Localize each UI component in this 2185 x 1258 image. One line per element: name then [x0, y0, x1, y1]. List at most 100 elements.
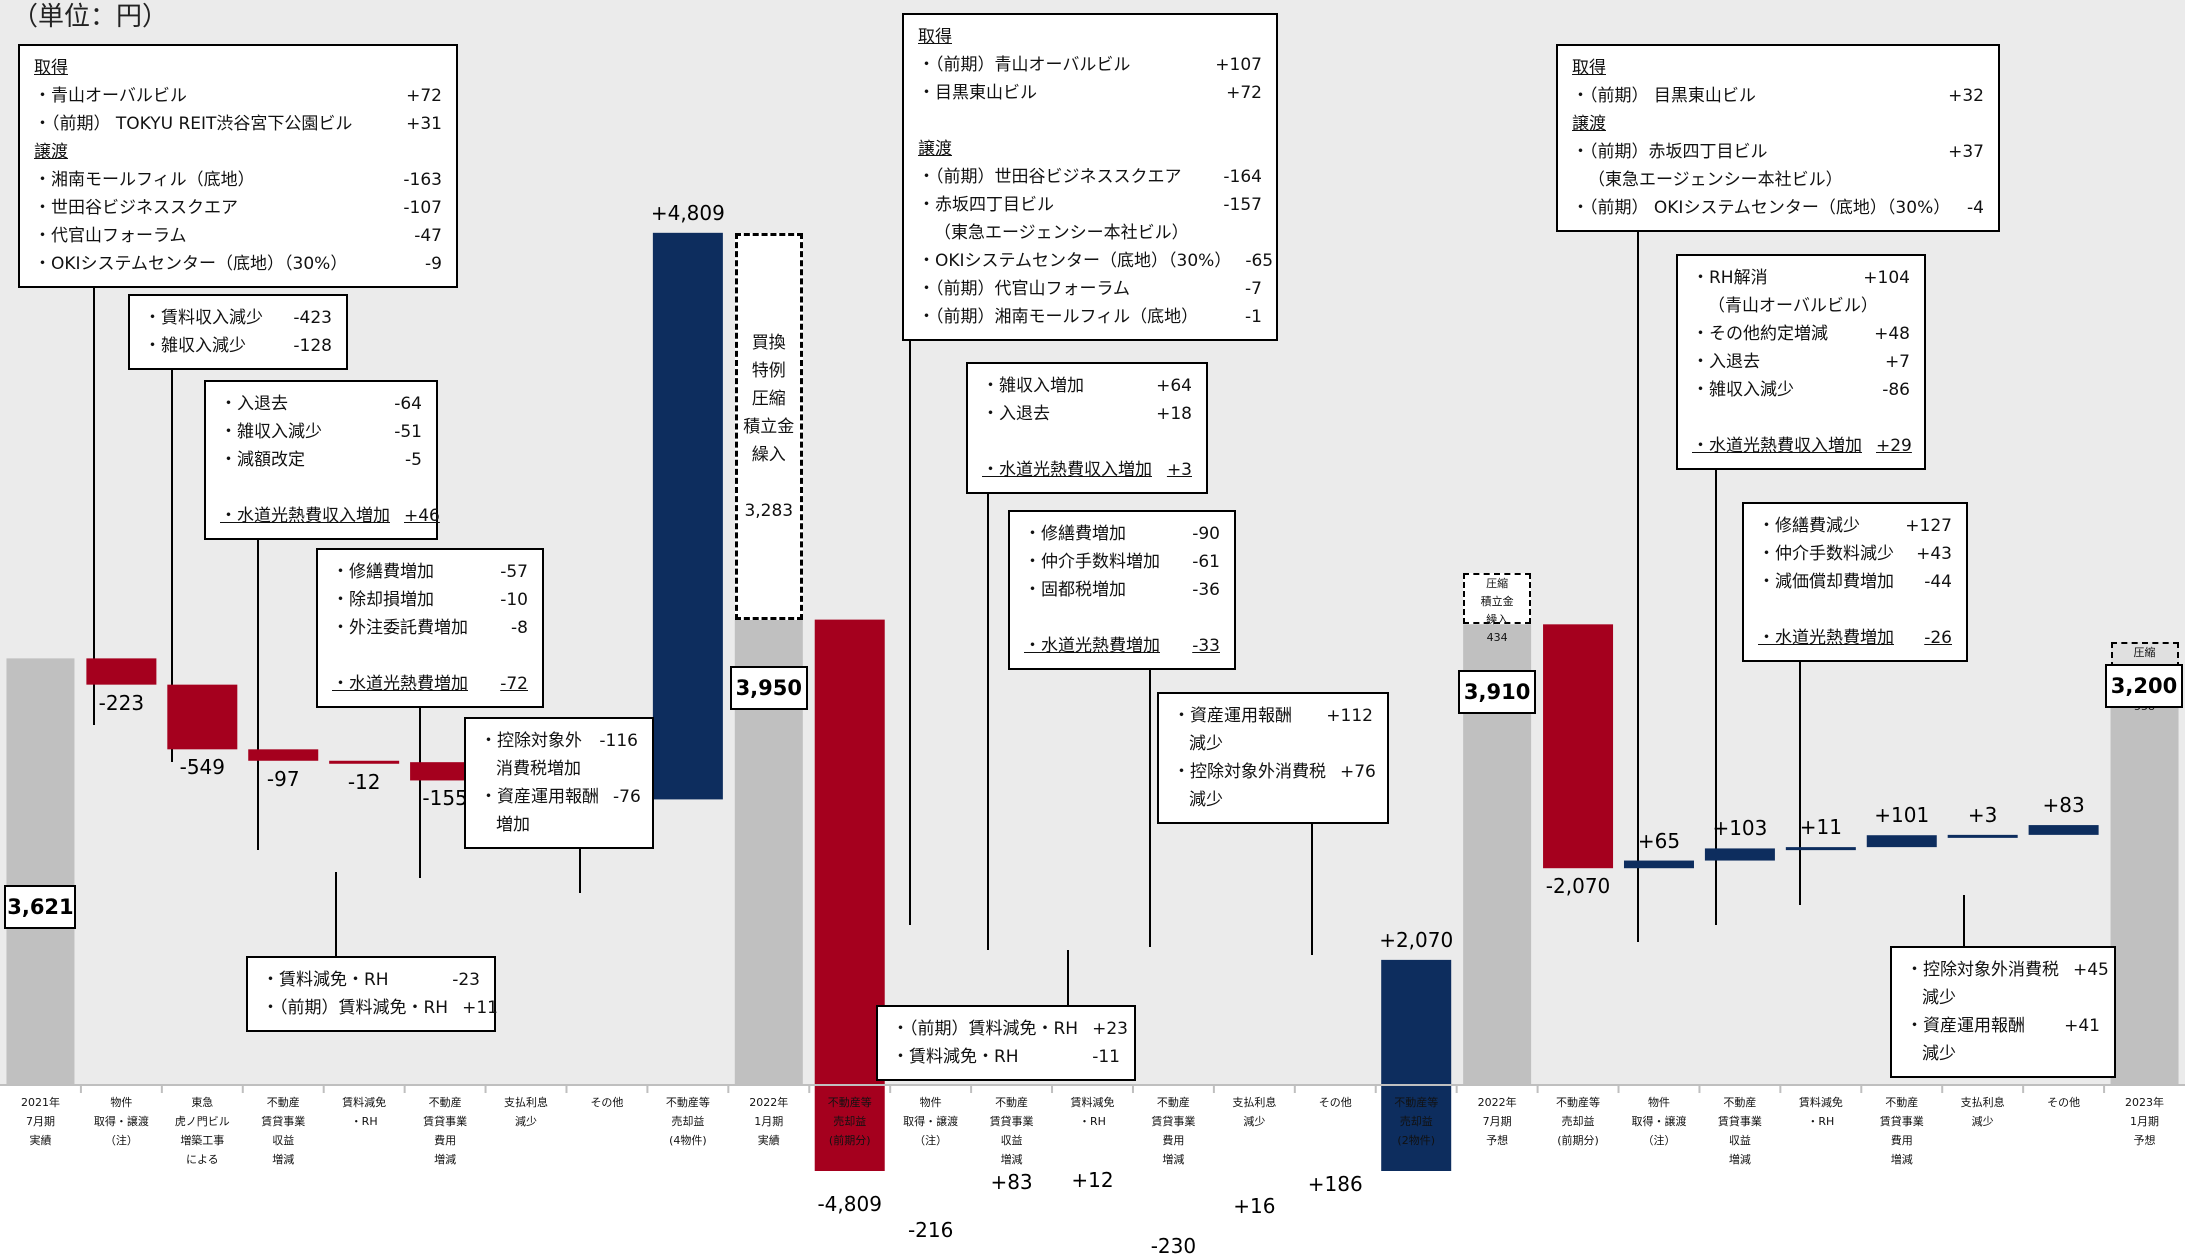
x-tick-line: 実績 — [757, 1134, 780, 1147]
x-tick-line: 費用 — [434, 1134, 457, 1147]
annotation-item: （東急エージェンシー本社ビル） — [1588, 170, 1843, 190]
annotation-item: ・雑収入減少 — [220, 422, 322, 442]
annotation-value: -61 — [1192, 552, 1220, 572]
value-label-24: +3 — [1967, 802, 1998, 827]
annotation-box-a9: ・修繕費増加 -90 ・仲介手数料増加 -61 ・固都税増加 -36 ・水道光熱費増加 -3… — [1008, 510, 1236, 670]
annotation-value: +43 — [1916, 544, 1952, 564]
annotation-value: -10 — [500, 590, 528, 610]
annotation-row: 取得 — [918, 23, 1262, 51]
bar-22 — [1785, 847, 1856, 851]
annotation-item: ・外注委託費増加 — [332, 618, 468, 638]
x-tick-line: 売却益 — [671, 1115, 705, 1128]
x-tick-label-7: その他 — [567, 1093, 647, 1112]
annotation-row: ・水道光熱費収入増加 +29 — [1692, 432, 1912, 460]
annotation-item: ・（前期） 目黒東山ビル — [1572, 86, 1756, 106]
annotation-item: ・（前期）賃料減免・RH — [262, 998, 449, 1018]
annotation-item: ・入退去 — [1692, 352, 1760, 372]
x-tick-label-4: 賃料減免 ・RH — [324, 1093, 404, 1131]
total-label-9: 3,950 — [729, 665, 808, 710]
annotation-item: ・資産運用報酬 — [1906, 1016, 2025, 1036]
annotation-row: ・資産運用報酬 -76 — [480, 783, 641, 811]
annotation-row — [1024, 604, 1220, 632]
annotation-box-a13: ・RH解消 +104 （青山オーバルビル） ・その他約定増減 +48 ・入退去 +7 ・雑収入… — [1676, 254, 1926, 470]
x-tick-label-19: 不動産等 売却益 (前期分) — [1538, 1093, 1618, 1150]
annotation-value: -57 — [500, 562, 528, 582]
x-tick-line: 1月期 — [754, 1115, 784, 1128]
annotation-item: 取得 — [1572, 58, 1606, 78]
annotation-row: ・控除対象外 -116 — [480, 727, 638, 755]
annotation-box-a15: ・控除対象外消費税 +45 減少 ・資産運用報酬 +41 減少 — [1890, 946, 2116, 1078]
x-tick-line: 不動産 — [1885, 1096, 1919, 1109]
annotation-item — [1024, 604, 1029, 632]
x-tick-line: 増減 — [434, 1153, 457, 1166]
x-tick-line: 2022年 — [749, 1096, 789, 1109]
annotation-row: ・固都税増加 -36 — [1024, 576, 1220, 604]
value-label-4: -12 — [347, 769, 381, 794]
annotation-item: 減少 — [1922, 1044, 1956, 1064]
annotation-row: 増加 — [480, 811, 638, 839]
bar-3 — [248, 749, 319, 761]
x-tick-line: 賃貸事業 — [423, 1115, 468, 1128]
annotation-box-a8: ・雑収入増加 +64 ・入退去 +18 ・水道光熱費収入増加 +3 — [966, 362, 1208, 494]
annotation-row: ・（前期）代官山フォーラム -7 — [918, 275, 1262, 303]
bar-23 — [1866, 835, 1937, 848]
annotation-item: ・赤坂四丁目ビル — [918, 195, 1054, 215]
x-tick-line: 不動産 — [266, 1096, 300, 1109]
total-label-18: 3,910 — [1458, 670, 1537, 715]
bars — [6, 232, 2179, 1171]
x-tick-label-10: 不動産等 売却益 (前期分) — [810, 1093, 890, 1150]
x-tick-line: 収益 — [1000, 1134, 1023, 1147]
annotation-item: ・湘南モールフィル（底地） — [34, 170, 255, 190]
annotation-value: +32 — [1948, 86, 1984, 106]
x-tick-line: 増減 — [1890, 1153, 1913, 1166]
annotation-row: ・水道光熱費増加 -26 — [1758, 624, 1952, 652]
annotation-row: ・RH解消 +104 — [1692, 264, 1910, 292]
annotation-row: ・OKIシステムセンター（底地）（30%） -65 — [918, 247, 1273, 275]
value-label-5: -155 — [422, 786, 468, 811]
annotation-row: ・修繕費減少 +127 — [1758, 512, 1952, 540]
value-label-20: +65 — [1637, 828, 1681, 853]
annotation-box-a10: ・（前期）賃料減免・RH +23 ・賃料減免・RH -11 — [876, 1005, 1136, 1081]
annotation-row: ・（前期）青山オーバルビル +107 — [918, 51, 1262, 79]
value-label-10: -4,809 — [817, 1192, 882, 1217]
annotation-row: ・入退去 -64 — [220, 390, 422, 418]
bar-17 — [1381, 959, 1452, 1171]
annotation-item: ・（前期）世田谷ビジネススクエア — [918, 167, 1182, 187]
x-tick-line: 7月期 — [25, 1115, 55, 1128]
value-label-17: +2,070 — [1379, 927, 1454, 952]
annotation-value: -116 — [599, 731, 638, 751]
annotation-value: +7 — [1884, 352, 1910, 372]
annotation-box-a1: 取得 ・青山オーバルビル +72 ・（前期） TOKYU REIT渋谷宮下公園ビル +3… — [18, 44, 458, 288]
total-label-0: 3,621 — [4, 885, 77, 929]
annotation-item: ・代官山フォーラム — [34, 226, 187, 246]
bar-20 — [1623, 860, 1694, 869]
x-tick-label-25: その他 — [2024, 1093, 2104, 1112]
annotation-item: ・減額改定 — [220, 450, 305, 470]
x-tick-line: 支払利息 — [1960, 1096, 2005, 1109]
annotation-value: -26 — [1924, 628, 1952, 648]
x-tick-line: （注） — [1642, 1134, 1676, 1147]
x-tick-label-1: 物件 取得・譲渡 （注） — [81, 1093, 161, 1150]
reserve-text: 特例 — [751, 361, 786, 382]
bar-1 — [86, 658, 157, 685]
annotation-value: +31 — [406, 114, 442, 134]
x-tick-label-6: 支払利息 減少 — [486, 1093, 566, 1131]
annotation-row: ・（前期）賃料減免・RH +23 — [892, 1015, 1128, 1043]
x-tick-label-14: 不動産 賃貸事業 費用 増減 — [1133, 1093, 1213, 1169]
annotation-value: -9 — [425, 254, 442, 274]
annotation-value: +3 — [1166, 460, 1192, 480]
annotation-item: 減少 — [1922, 988, 1956, 1008]
annotation-item: ・控除対象外消費税 — [1906, 960, 2059, 980]
x-tick-line: 予想 — [1486, 1134, 1509, 1147]
annotation-row: ・湘南モールフィル（底地） -163 — [34, 166, 442, 194]
annotation-item: ・賃料減免・RH — [262, 970, 389, 990]
annotation-value: -90 — [1192, 524, 1220, 544]
annotation-row: 消費税増加 — [480, 755, 638, 783]
annotation-row: ・水道光熱費収入増加 +3 — [982, 456, 1192, 484]
annotation-value: -423 — [293, 308, 332, 328]
annotation-row: ・（前期） 目黒東山ビル +32 — [1572, 82, 1984, 110]
value-label-22: +11 — [1799, 815, 1842, 840]
annotation-value: -72 — [500, 674, 528, 694]
x-ticks — [79, 1085, 2106, 1093]
